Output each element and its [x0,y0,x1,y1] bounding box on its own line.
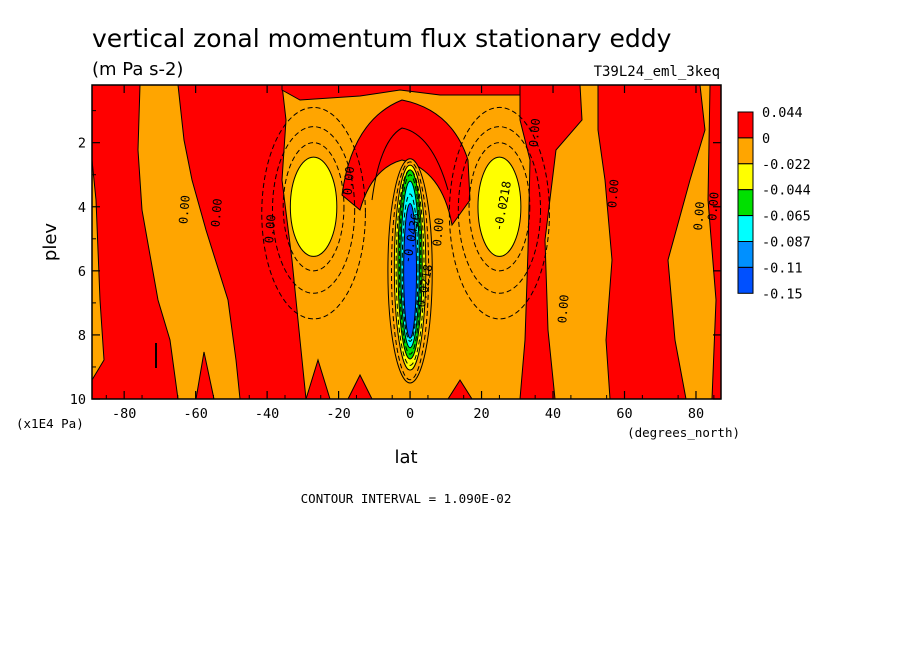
dashed-contour [457,126,542,294]
colorbar-label: 0 [762,131,770,147]
colorbar-swatch [737,241,754,268]
contour-label: 0.00 [527,118,543,148]
units-label: (m Pa s-2) [92,59,183,80]
dashed-contour [468,142,531,272]
colorbar-label: 0.044 [762,105,803,121]
positive-region [177,85,307,399]
y-axis-title: plev [40,223,61,262]
positive-region [447,379,473,399]
x-axis-ticks: -80 -60 -40 -20 0 20 40 60 80 [105,85,715,422]
contour-label: 0.00 [262,214,278,244]
contour-label: 0.00 [691,201,707,231]
dashed-contour [448,106,550,320]
contour-label: 0.00 [430,217,446,247]
positive-region [707,85,721,399]
cell-fill-level [477,156,522,257]
colorbar-swatch [737,111,754,139]
y-tick-label: 8 [78,328,86,344]
x-tick-label: 40 [545,406,561,422]
x-tick-label: -40 [255,406,279,422]
contour-label: 0.00 [176,195,192,225]
contour-label: 0.00 [605,179,621,209]
dashed-contour [395,169,425,366]
colorbar-label: -0.087 [762,235,811,251]
colorbar-swatch [737,137,754,165]
x-axis-title: lat [394,447,417,468]
contour-label: 0.00 [341,166,357,196]
plot-frame [91,84,722,400]
x-tick-label: -20 [326,406,350,422]
y-axis-ticks: 2 4 6 8 10 [70,110,721,408]
x-axis-unit: (degrees_north) [627,425,740,440]
dashed-contour [398,174,422,355]
y-tick-label: 10 [70,392,86,408]
x-tick-label: 0 [406,406,414,422]
colorbar-label: -0.022 [762,157,811,173]
colorbar: 0.044 0 -0.022 -0.044 -0.065 -0.087 -0.11 -0.15 [737,105,811,302]
colorbar-swatch [737,163,754,191]
contour-line [371,127,449,201]
x-tick-label: 80 [688,406,704,422]
contour-labels: 0.00 0.000.000.000.00-0.0218-0.0436-0.021… [176,118,721,324]
colorbar-label: -0.11 [762,260,803,276]
contour-label: 0.00 [555,294,571,324]
positive-region [597,85,706,399]
contour-label: 0.00 [208,198,224,228]
x-tick-label: 60 [616,406,632,422]
dashed-contour [261,106,366,320]
y-tick-label: 6 [78,264,86,280]
cell-fill-level [289,156,338,257]
positive-regions [92,85,721,399]
contour-interval-note: CONTOUR INTERVAL = 1.090E-02 [301,491,512,506]
positive-region [195,351,215,399]
y-tick-label: 4 [78,200,86,216]
positive-region [305,358,331,399]
x-tick-label: -60 [183,406,207,422]
x-tick-label: 20 [473,406,489,422]
cell-fill-level [403,203,418,339]
dashed-contour [401,193,419,342]
colorbar-label: -0.044 [762,183,811,199]
colorbar-swatch [737,266,754,294]
colorbar-swatch [737,189,754,217]
colorbar-label: -0.15 [762,286,803,302]
contour-field: 0.00 0.000.000.000.00-0.0218-0.0436-0.021… [92,85,721,399]
positive-region [92,85,179,399]
x-tick-label: -80 [112,406,136,422]
positive-region [347,373,373,399]
y-axis-unit: (x1E4 Pa) [16,416,84,431]
y-tick-label: 2 [78,136,86,152]
dashed-contour [390,161,430,381]
dashed-contour [282,142,345,272]
contour-lines [155,106,550,381]
dashed-contour [271,126,356,294]
run-id-label: T39L24_eml_3keq [594,64,720,80]
chart-title: vertical zonal momentum flux stationary … [92,24,672,53]
positive-region [519,85,583,399]
colorbar-label: -0.065 [762,209,811,225]
positive-region [341,99,471,227]
colorbar-swatch [737,215,754,243]
